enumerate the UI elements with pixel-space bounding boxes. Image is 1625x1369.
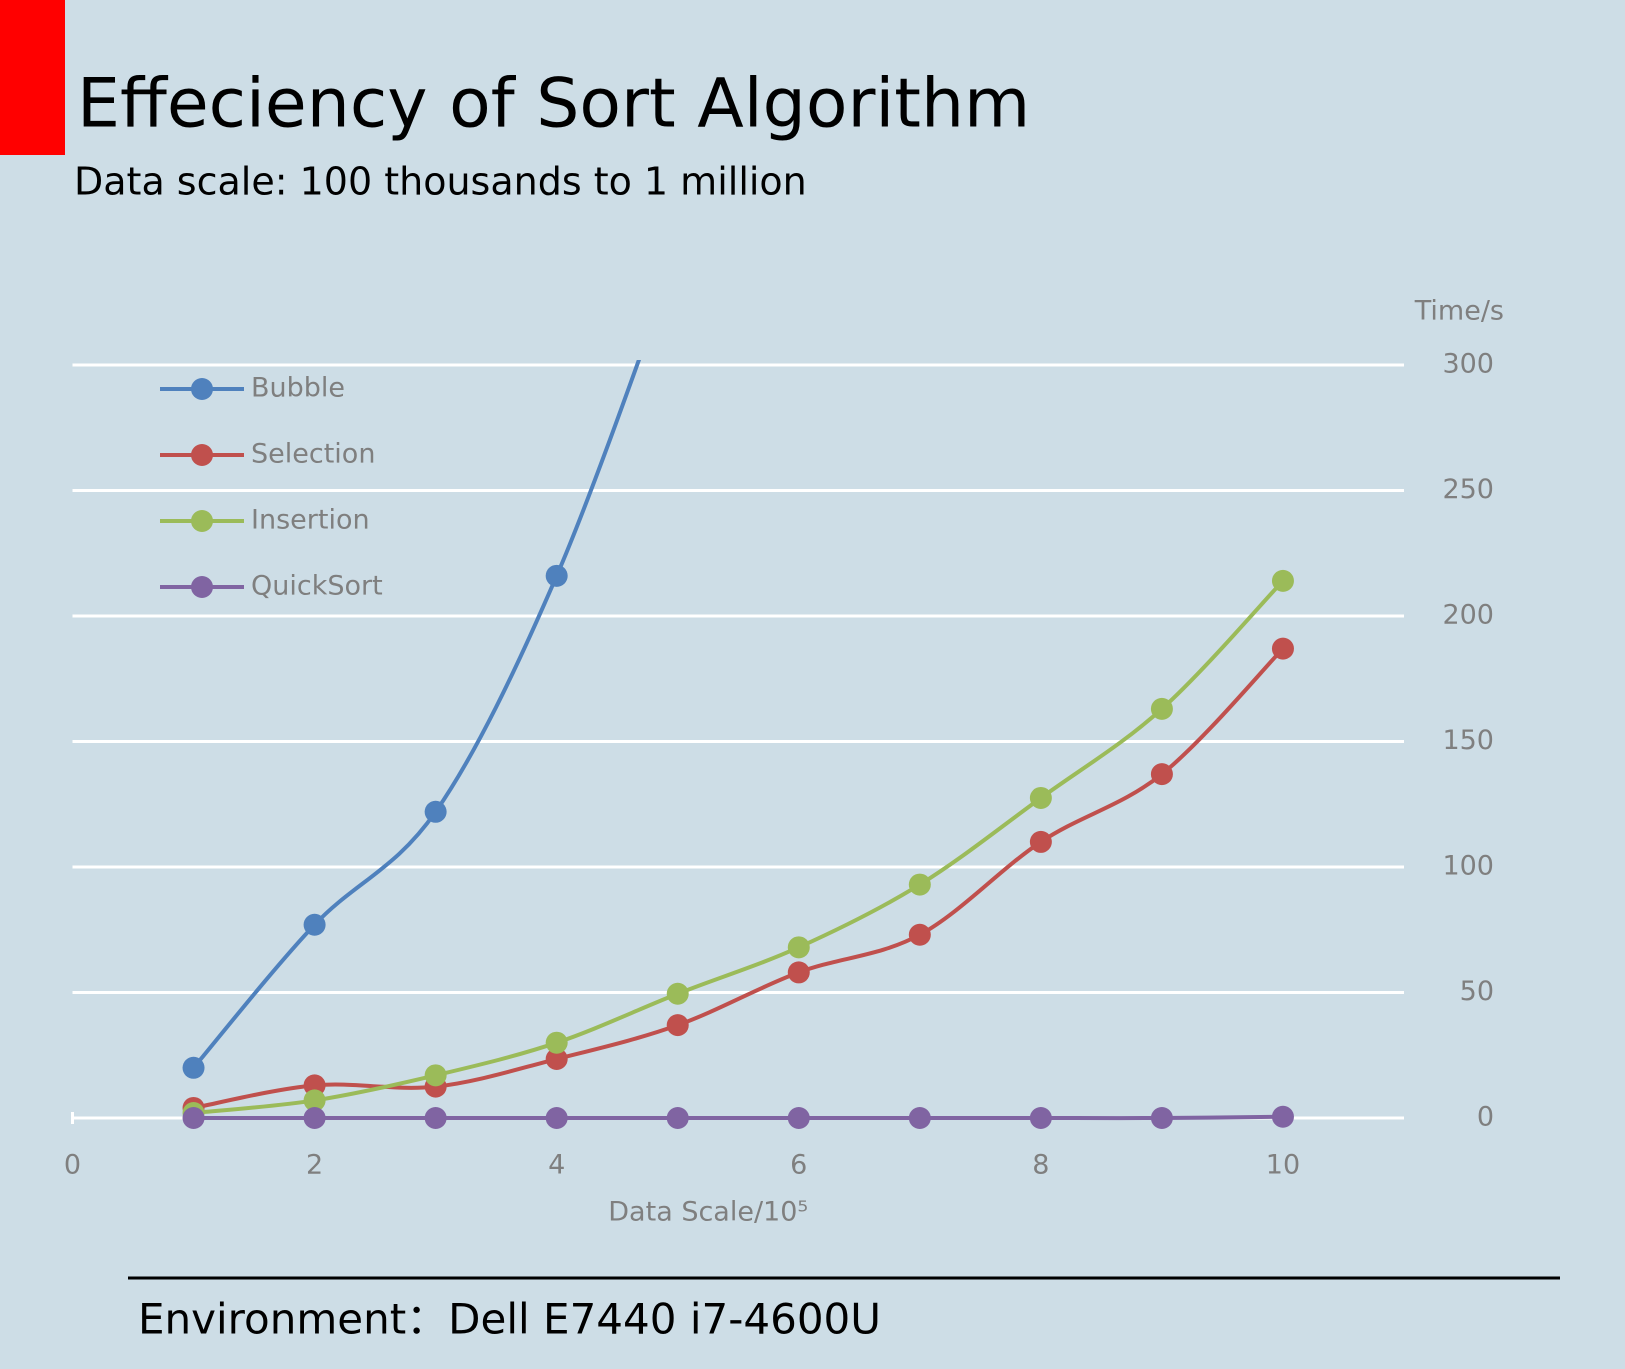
data-point (1029, 786, 1052, 809)
accent-bar (0, 0, 65, 155)
data-point (1150, 697, 1173, 720)
data-point (908, 923, 931, 946)
y-tick-label: 0 (1477, 1102, 1494, 1133)
series-line (192, 360, 642, 1070)
legend-label: QuickSort (251, 571, 383, 602)
subtitle: Data scale: 100 thousands to 1 million (74, 160, 807, 204)
data-point (1150, 1107, 1173, 1129)
data-point (1271, 637, 1294, 660)
data-point (424, 1107, 447, 1129)
data-point (303, 1107, 326, 1129)
data-point (666, 982, 689, 1005)
data-point (787, 1107, 810, 1129)
x-tick-label: 10 (1266, 1150, 1300, 1181)
data-point (545, 1107, 568, 1129)
y-tick-label: 250 (1442, 474, 1494, 505)
x-tick-label: 0 (64, 1150, 81, 1181)
x-tick-label: 8 (1032, 1150, 1049, 1181)
data-point (908, 1107, 931, 1129)
legend-marker (191, 444, 213, 466)
data-point (787, 936, 810, 959)
legend-marker (191, 576, 213, 598)
series-line (193, 579, 1285, 1115)
data-point (424, 800, 447, 823)
footer: Environment：Dell E7440 i7-4600U (138, 1295, 881, 1344)
data-point (1271, 569, 1294, 592)
data-point (182, 1056, 205, 1079)
data-point (545, 1031, 568, 1054)
data-point (545, 1048, 568, 1071)
data-point (908, 873, 931, 896)
data-point (303, 1089, 326, 1112)
data-point (666, 1014, 689, 1037)
plot-area (182, 360, 1294, 1129)
data-point (787, 961, 810, 984)
data-point (666, 1107, 689, 1129)
title: Effeciency of Sort Algorithm (77, 65, 1030, 144)
y-tick-label: 300 (1442, 349, 1494, 380)
data-point (1271, 1105, 1294, 1128)
x-tick-label: 2 (306, 1150, 323, 1181)
y-axis-label: Time/s (1414, 296, 1504, 327)
x-tick-label: 6 (790, 1150, 807, 1181)
y-tick-label: 50 (1460, 976, 1494, 1007)
data-point (303, 1074, 326, 1097)
x-tick-label: 4 (548, 1150, 565, 1181)
series-line (193, 1114, 1283, 1121)
data-point (1029, 830, 1052, 853)
legend-marker (191, 510, 213, 532)
x-axis-label: Data Scale/10⁵ (608, 1197, 808, 1228)
data-point (1029, 1107, 1052, 1129)
data-point (182, 1107, 205, 1129)
data-point (424, 1064, 447, 1087)
data-point (1150, 763, 1173, 786)
legend-label: Bubble (251, 373, 345, 404)
legend-marker (191, 378, 213, 400)
data-point (545, 564, 568, 587)
legend-label: Insertion (251, 505, 370, 536)
y-tick-label: 150 (1442, 725, 1494, 756)
data-point (303, 913, 326, 936)
legend-label: Selection (251, 439, 375, 470)
y-tick-label: 100 (1442, 851, 1494, 882)
y-tick-label: 200 (1442, 600, 1494, 631)
